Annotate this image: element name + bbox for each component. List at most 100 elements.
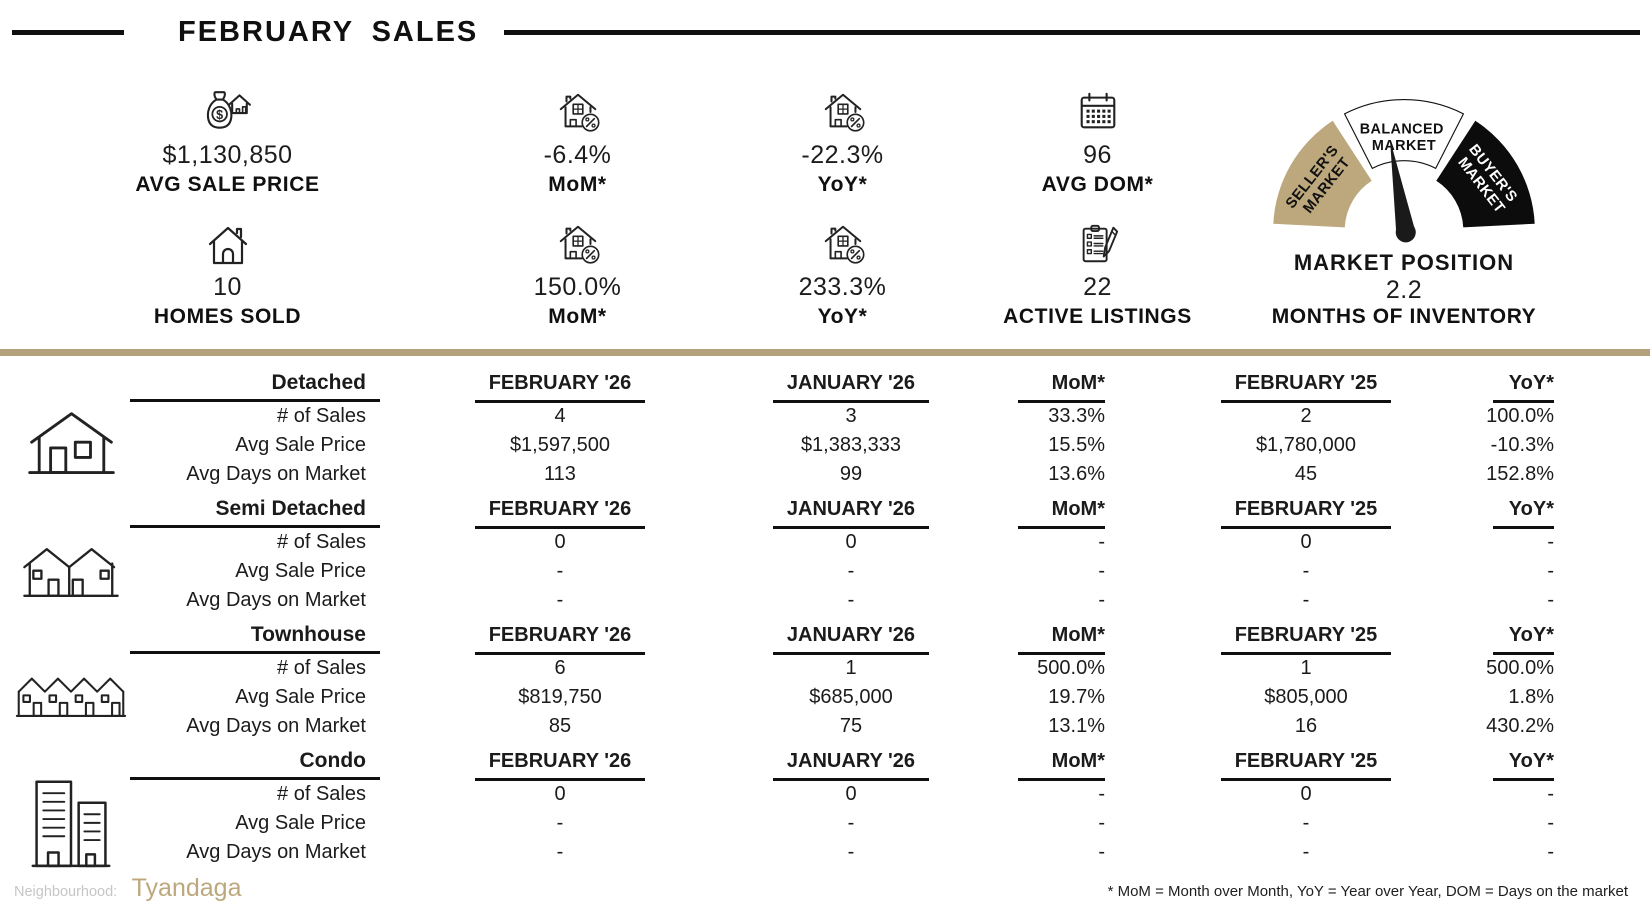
stat-months-of-inventory: 2.2 MONTHS OF INVENTORY — [1272, 276, 1537, 329]
column-header-yoy: YoY* — [1452, 746, 1602, 781]
stat-value: 22 — [1083, 273, 1112, 301]
cell-value: - — [847, 560, 855, 582]
market-position-gauge: SELLER'S MARKET BALANCED MARKET BUYER'S … — [1273, 99, 1535, 243]
svg-text:$: $ — [216, 108, 223, 122]
stat-value: 233.3% — [798, 273, 887, 301]
cell-value: - — [1547, 841, 1554, 863]
sellers-market-segment — [1273, 120, 1372, 228]
stat-homes-sold: 10 HOMES SOLD — [0, 205, 455, 337]
cell-value: 1.8% — [1508, 686, 1554, 708]
clipboard-pencil-icon — [1075, 221, 1121, 267]
row-label: Avg Days on Market — [186, 589, 366, 611]
stat-active-listings: 22 ACTIVE LISTINGS — [985, 205, 1210, 337]
property-type-icon — [12, 780, 130, 867]
stat-value: $1,130,850 — [162, 141, 293, 169]
cell-value: - — [1098, 841, 1105, 863]
cell-value: 430.2% — [1486, 715, 1554, 737]
section-title: Condo — [130, 746, 380, 780]
stat-label: MoM* — [548, 305, 607, 328]
row-label: Avg Days on Market — [186, 841, 366, 863]
cell-value: 113 — [544, 463, 576, 485]
stat-value: -22.3% — [801, 141, 884, 169]
column-header-feb25: FEBRUARY '25 — [1130, 368, 1452, 403]
house-icon — [204, 223, 252, 267]
property-type-icon — [12, 654, 130, 741]
cell-value: - — [1302, 841, 1310, 863]
stat-mom-sales: 150.0% MoM* — [455, 205, 700, 337]
house-percent-icon — [555, 221, 601, 267]
column-header-mom: MoM* — [992, 746, 1130, 781]
cell-value: - — [1547, 531, 1554, 553]
row-label: # of Sales — [277, 531, 366, 553]
neighbourhood-value: Tyandaga — [131, 874, 242, 902]
cell-value: 19.7% — [1048, 686, 1105, 708]
cell-value: 1 — [845, 657, 857, 679]
cell-value: 15.5% — [1048, 434, 1105, 456]
cell-value: 85 — [548, 715, 572, 737]
stat-label: MoM* — [548, 173, 607, 196]
property-type-icon — [12, 402, 130, 489]
cell-value: 0 — [554, 531, 566, 553]
column-header-feb26: FEBRUARY '26 — [380, 368, 710, 403]
row-label: # of Sales — [277, 657, 366, 679]
property-type-icon — [12, 528, 130, 615]
cell-value: $805,000 — [1264, 686, 1348, 708]
cell-value: 13.1% — [1048, 715, 1105, 737]
column-header-feb26: FEBRUARY '26 — [380, 620, 710, 655]
cell-value: 152.8% — [1486, 463, 1554, 485]
cell-value: 0 — [845, 783, 857, 805]
stat-yoy-sales: 233.3% YoY* — [700, 205, 985, 337]
cell-value: 500.0% — [1486, 657, 1554, 679]
stat-label: ACTIVE LISTINGS — [1003, 305, 1192, 328]
column-header-feb25: FEBRUARY '25 — [1130, 494, 1452, 529]
market-position: SELLER'S MARKET BALANCED MARKET BUYER'S … — [1210, 59, 1650, 337]
cell-value: - — [1098, 560, 1105, 582]
section-title: Semi Detached — [130, 494, 380, 528]
column-header-jan26: JANUARY '26 — [710, 368, 992, 403]
row-label: # of Sales — [277, 783, 366, 805]
column-header-feb26: FEBRUARY '26 — [380, 494, 710, 529]
stat-label: HOMES SOLD — [153, 305, 302, 328]
cell-value: $1,597,500 — [509, 434, 611, 456]
cell-value: - — [847, 812, 855, 834]
title-rule-right — [504, 30, 1640, 35]
cell-value: 3 — [845, 405, 857, 427]
cell-value: 0 — [1300, 783, 1312, 805]
stat-label: AVG DOM* — [1041, 173, 1154, 196]
column-header-feb25: FEBRUARY '25 — [1130, 620, 1452, 655]
balanced-market-segment — [1343, 99, 1465, 170]
cell-value: - — [1547, 560, 1554, 582]
cell-value: - — [1098, 812, 1105, 834]
column-header-yoy: YoY* — [1452, 368, 1602, 403]
cell-value: - — [847, 841, 855, 863]
cell-value: 0 — [554, 783, 566, 805]
gauge-needle — [1390, 139, 1416, 234]
section-divider — [0, 349, 1650, 356]
title-rule-left — [12, 30, 124, 35]
cell-value: - — [1547, 783, 1554, 805]
column-header-mom: MoM* — [992, 368, 1130, 403]
svg-text:BALANCED MARKET: BALANCED MARKET — [1360, 122, 1449, 155]
footnote: * MoM = Month over Month, YoY = Year ove… — [1107, 883, 1628, 900]
cell-value: - — [1302, 589, 1310, 611]
cell-value: - — [1098, 531, 1105, 553]
cell-value: 99 — [839, 463, 863, 485]
column-header-feb26: FEBRUARY '26 — [380, 746, 710, 781]
cell-value: - — [556, 812, 564, 834]
money-bag-house-icon: $ — [201, 87, 255, 135]
cell-value: 33.3% — [1048, 405, 1105, 427]
row-label: Avg Sale Price — [235, 812, 366, 834]
stat-label: YoY* — [817, 173, 868, 196]
row-label: Avg Sale Price — [235, 686, 366, 708]
cell-value: $685,000 — [809, 686, 893, 708]
cell-value: 1 — [1300, 657, 1312, 679]
row-label: Avg Sale Price — [235, 434, 366, 456]
column-header-mom: MoM* — [992, 620, 1130, 655]
page-footer: Neighbourhood: Tyandaga * MoM = Month ov… — [0, 872, 1650, 903]
section-title: Townhouse — [130, 620, 380, 654]
column-header-feb25: FEBRUARY '25 — [1130, 746, 1452, 781]
column-header-yoy: YoY* — [1452, 494, 1602, 529]
cell-value: 75 — [839, 715, 863, 737]
stat-label: YoY* — [817, 305, 868, 328]
cell-value: - — [1547, 812, 1554, 834]
